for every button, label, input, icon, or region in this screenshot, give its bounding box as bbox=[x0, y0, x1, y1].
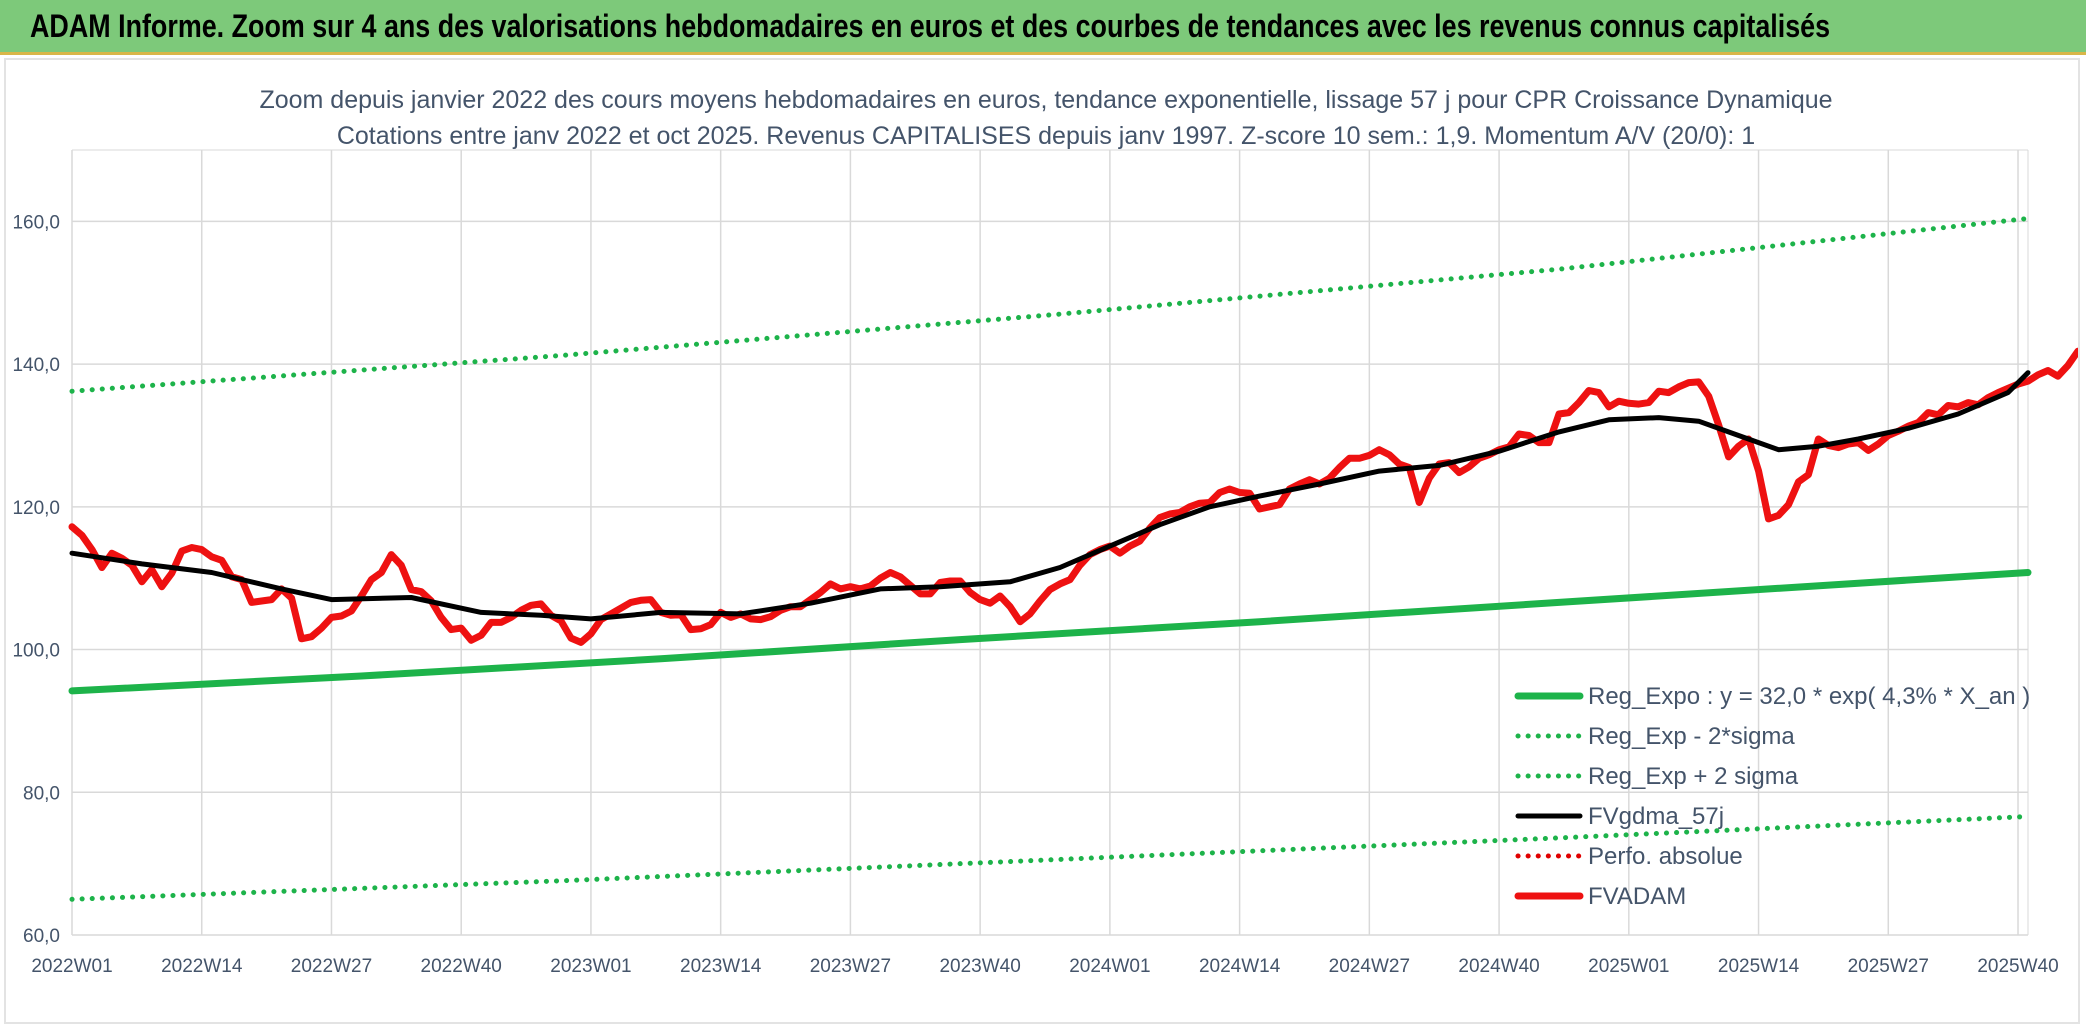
y-tick-label: 80,0 bbox=[23, 783, 60, 804]
x-tick-label: 2025W14 bbox=[1718, 956, 1800, 977]
legend-label: Reg_Expo : y = 32,0 * exp( 4,3% * X_an ) bbox=[1588, 683, 2030, 710]
y-tick-label: 140,0 bbox=[12, 355, 60, 376]
x-tick-label: 2024W40 bbox=[1458, 956, 1539, 977]
x-tick-label: 2022W27 bbox=[291, 956, 372, 977]
y-tick-label: 60,0 bbox=[23, 926, 60, 947]
legend-label: Perfo. absolue bbox=[1588, 843, 1743, 870]
chart-area: Zoom depuis janvier 2022 des cours moyen… bbox=[4, 58, 2080, 1024]
x-tick-label: 2024W27 bbox=[1329, 956, 1410, 977]
grid-layer bbox=[71, 149, 2029, 936]
x-tick-label: 2024W14 bbox=[1199, 956, 1281, 977]
x-tick-label: 2023W01 bbox=[550, 956, 631, 977]
x-tick-label: 2025W01 bbox=[1588, 956, 1669, 977]
x-tick-label: 2022W01 bbox=[31, 956, 112, 977]
series-line-fvadam bbox=[68, 347, 2078, 646]
series-line-reg_expo bbox=[68, 569, 2032, 695]
series-line-fvgdma_57j bbox=[69, 370, 2031, 622]
y-tick-label: 100,0 bbox=[12, 641, 60, 662]
x-tick-label: 2025W27 bbox=[1848, 956, 1929, 977]
x-tick-label: 2023W14 bbox=[680, 956, 762, 977]
series-line-reg_exp bbox=[69, 216, 2031, 394]
chart-title: Zoom depuis janvier 2022 des cours moyen… bbox=[259, 86, 1832, 114]
legend-label: Reg_Exp + 2 sigma bbox=[1588, 763, 1799, 790]
series-line-reg_exp bbox=[69, 814, 2031, 902]
series-layer bbox=[68, 216, 2078, 902]
report-banner: ADAM Informe. Zoom sur 4 ans des valoris… bbox=[0, 0, 2086, 55]
banner-title: ADAM Informe. Zoom sur 4 ans des valoris… bbox=[30, 8, 1831, 44]
x-tick-label: 2023W40 bbox=[939, 956, 1020, 977]
x-tick-label: 2025W40 bbox=[1977, 956, 2058, 977]
x-tick-label: 2024W01 bbox=[1069, 956, 1150, 977]
x-tick-label: 2023W27 bbox=[810, 956, 891, 977]
legend: Reg_Expo : y = 32,0 * exp( 4,3% * X_an )… bbox=[1514, 683, 2030, 910]
y-axis-ticks: 60,0 80,0 100,0 120,0 140,0 160,0 bbox=[12, 212, 60, 947]
x-tick-label: 2022W14 bbox=[161, 956, 243, 977]
x-tick-label: 2022W40 bbox=[421, 956, 502, 977]
y-tick-label: 120,0 bbox=[12, 498, 60, 519]
line-chart: Zoom depuis janvier 2022 des cours moyen… bbox=[12, 86, 2078, 977]
y-tick-label: 160,0 bbox=[12, 212, 60, 233]
chart-subtitle: Cotations entre janv 2022 et oct 2025. R… bbox=[337, 122, 1755, 150]
legend-label: Reg_Exp - 2*sigma bbox=[1588, 723, 1795, 750]
legend-label: FVgdma_57j bbox=[1588, 803, 1724, 830]
legend-label: FVADAM bbox=[1588, 883, 1686, 910]
x-axis-ticks: 2022W01 2022W14 2022W27 2022W40 2023W01 2023W… bbox=[31, 956, 2058, 977]
